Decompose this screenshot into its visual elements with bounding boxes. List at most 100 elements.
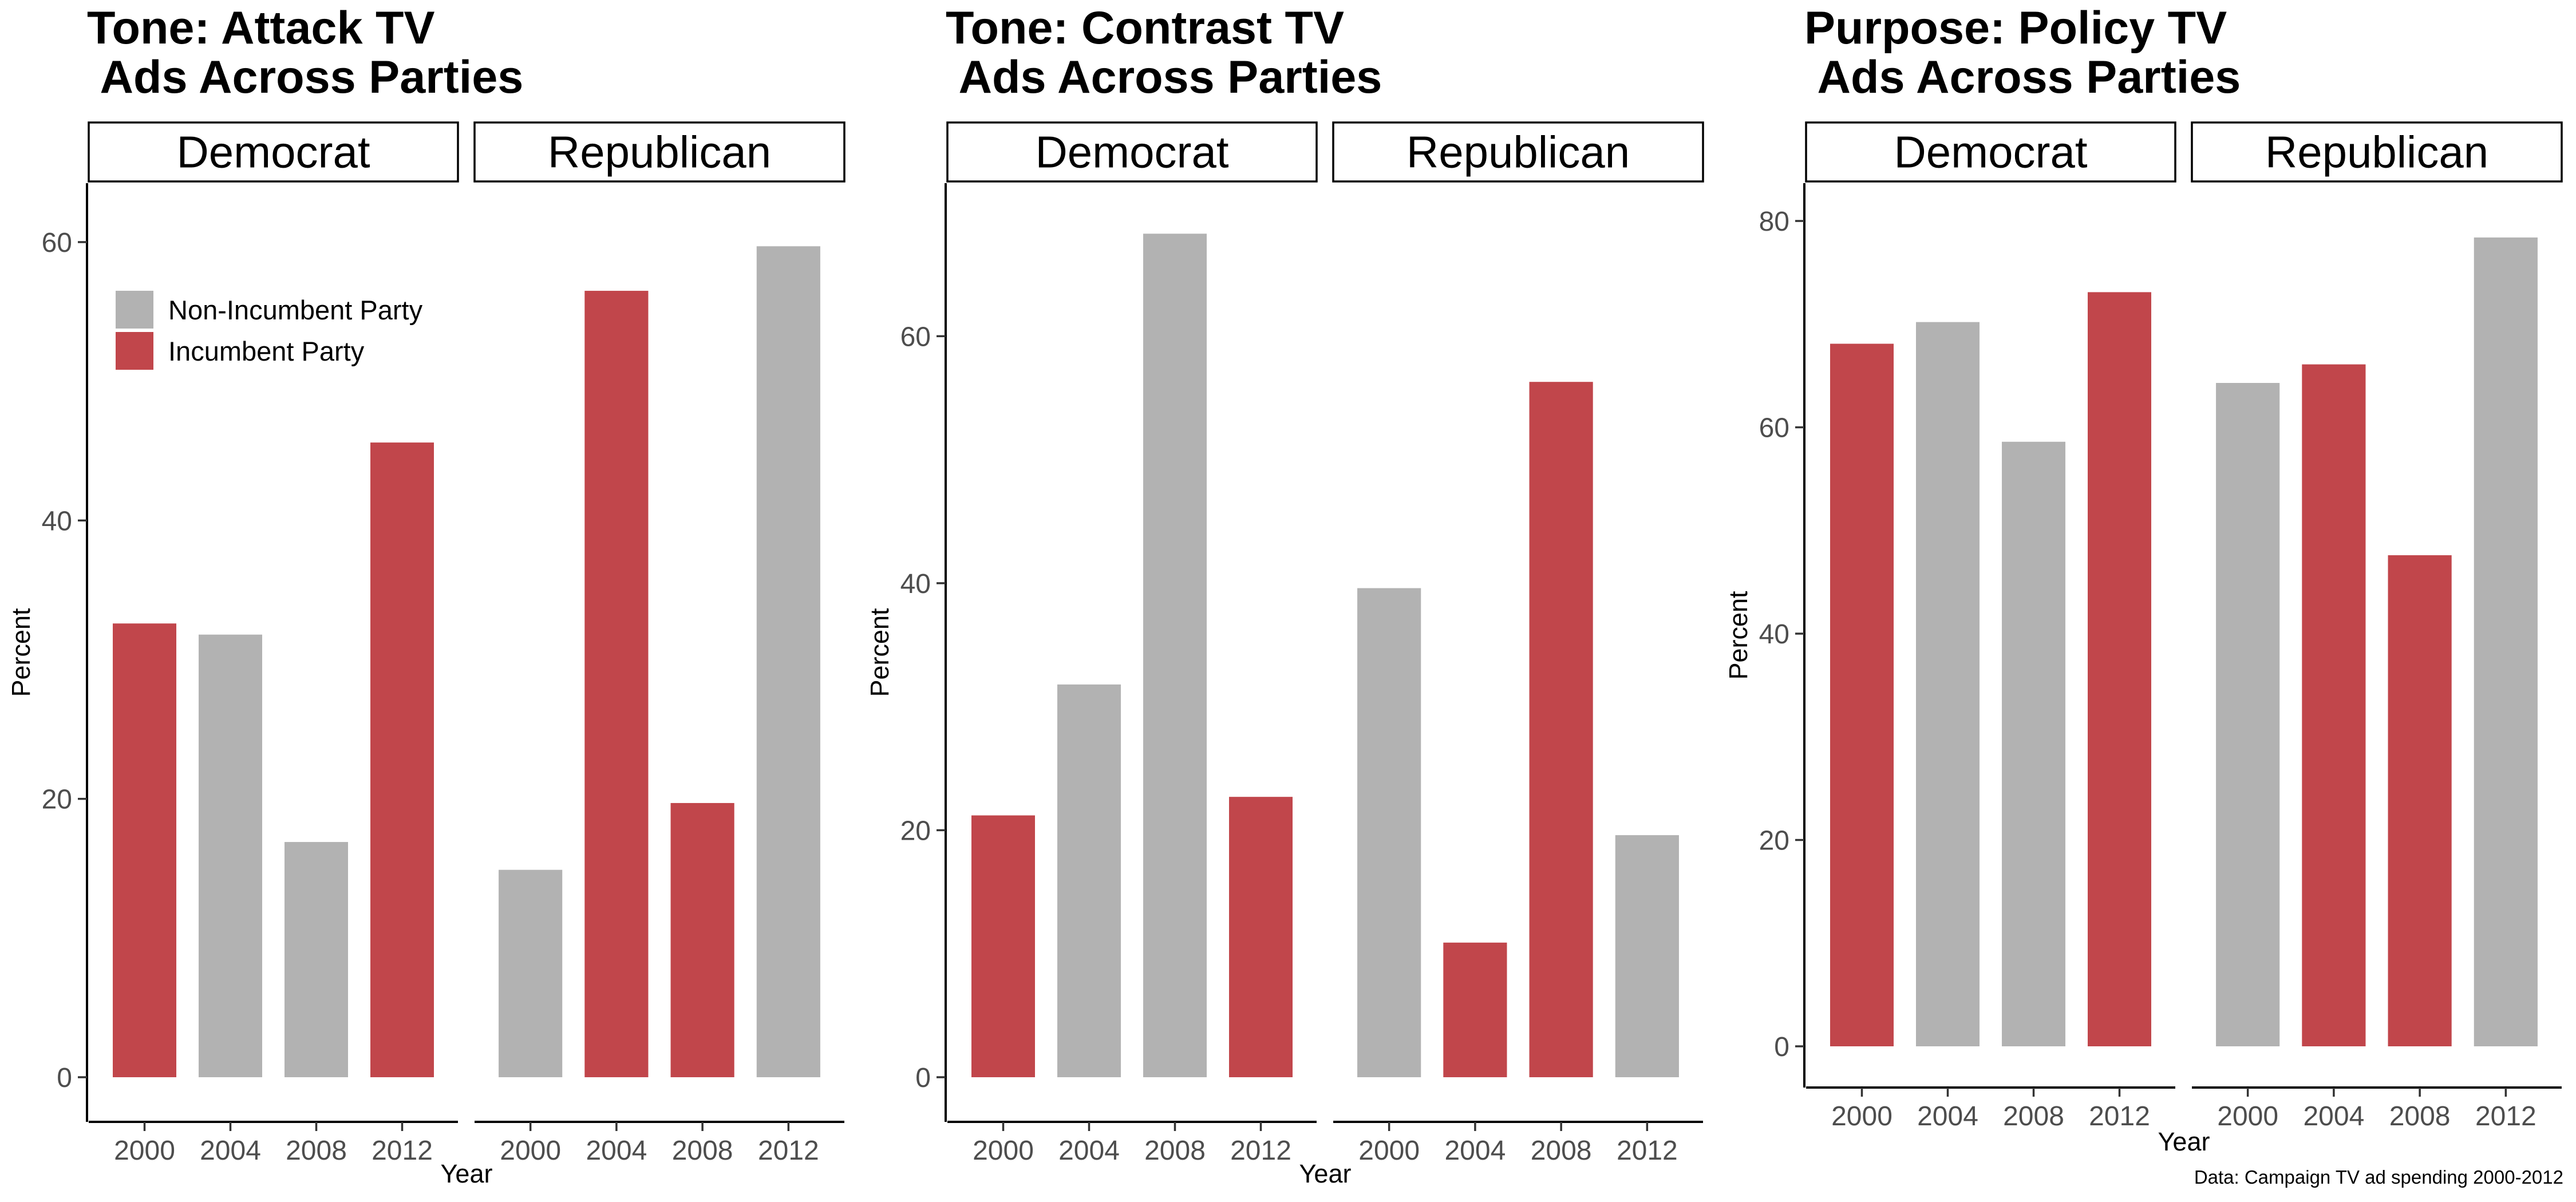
x-tick-label: 2008 — [672, 1136, 733, 1166]
facet-strip — [1805, 121, 2176, 183]
x-tick-label: 2000 — [1358, 1136, 1420, 1166]
facet-strip — [88, 121, 459, 183]
x-tick-label: 2000 — [973, 1136, 1034, 1166]
y-tick-label: 20 — [42, 785, 72, 815]
bar-republican-2004 — [2302, 364, 2366, 1046]
chart-title-line: Ads Across Parties — [946, 52, 1382, 103]
legend-label: Non-Incumbent Party — [168, 295, 423, 325]
y-tick-label: 40 — [42, 506, 72, 536]
facet-strip-label: Republican — [548, 127, 771, 177]
x-tick-label: 2012 — [372, 1136, 433, 1166]
chart-panel-3: Purpose: Policy TV Ads Across Parties 0 20… — [1724, 2, 2563, 1156]
x-tick-label: 2000 — [2217, 1101, 2278, 1132]
x-tick-label: 2012 — [1230, 1136, 1291, 1166]
bar-republican-2000 — [2216, 383, 2280, 1046]
x-tick-label: 2012 — [2475, 1101, 2537, 1132]
x-tick-label: 2012 — [758, 1136, 819, 1166]
bar-democrat-2008 — [1143, 234, 1207, 1077]
facet-strip — [2191, 121, 2563, 183]
x-tick-label: 2008 — [286, 1136, 347, 1166]
facet-strip-label: Democrat — [1894, 127, 2087, 177]
facet-strip-label: Republican — [1406, 127, 1630, 177]
x-tick-label: 2008 — [1531, 1136, 1592, 1166]
x-axis-title: Year — [2158, 1127, 2210, 1156]
y-axis-title: Percent — [1724, 591, 1753, 680]
legend: Non-Incumbent Party Incumbent Party — [116, 291, 423, 370]
x-tick-label: 2000 — [500, 1136, 561, 1166]
x-tick-label: 2004 — [1917, 1101, 1978, 1132]
chart-title-line: Tone: Contrast TV — [946, 2, 1344, 54]
legend-swatch — [116, 291, 153, 329]
x-tick-label: 2004 — [2303, 1101, 2364, 1132]
x-tick-label: 2000 — [114, 1136, 175, 1166]
legend-swatch — [116, 332, 153, 370]
y-tick-label: 0 — [1774, 1032, 1789, 1062]
x-tick-label: 2012 — [2089, 1101, 2150, 1132]
y-tick-label: 40 — [1759, 619, 1789, 650]
bar-democrat-2012 — [1229, 797, 1293, 1077]
bar-republican-2012 — [2474, 237, 2538, 1046]
facet-democrat: Democrat 2000 2004 2008 2012 — [946, 121, 1318, 1166]
y-axis-title: Percent — [865, 608, 894, 697]
facet-democrat: Democrat 2000 2004 2008 2012 — [88, 121, 459, 1166]
x-axis-title: Year — [441, 1159, 493, 1188]
chart-title: Tone: Contrast TV Ads Across Parties — [946, 2, 1382, 103]
x-tick-label: 2004 — [200, 1136, 261, 1166]
bar-republican-2000 — [1357, 588, 1421, 1077]
facet-strip-label: Democrat — [176, 127, 370, 177]
facet-republican: Republican 2000 2004 2008 2012 — [473, 121, 846, 1166]
facet-democrat: Democrat 2000 2004 2008 2012 — [1805, 121, 2176, 1132]
y-axis-title: Percent — [6, 608, 35, 697]
y-tick-label: 20 — [900, 816, 931, 846]
chart-title: Purpose: Policy TV Ads Across Parties — [1804, 2, 2241, 103]
y-tick-label: 20 — [1759, 826, 1789, 856]
x-tick-label: 2004 — [1444, 1136, 1506, 1166]
bar-democrat-2008 — [2002, 441, 2065, 1046]
bar-republican-2004 — [1443, 942, 1507, 1077]
x-tick-label: 2004 — [586, 1136, 647, 1166]
bar-democrat-2004 — [1916, 322, 1980, 1047]
facet-strip-label: Republican — [2265, 127, 2488, 177]
data-caption: Data: Campaign TV ad spending 2000-2012 — [2194, 1167, 2563, 1188]
facet-strip — [946, 121, 1318, 183]
chart-title: Tone: Attack TV Ads Across Parties — [87, 2, 523, 103]
chart-title-line: Ads Across Parties — [87, 52, 523, 103]
chart-title-line: Purpose: Policy TV — [1804, 2, 2227, 54]
x-tick-label: 2008 — [1144, 1136, 1206, 1166]
facet-strip — [1332, 121, 1704, 183]
bar-democrat-2004 — [1057, 684, 1121, 1077]
facet-republican: Republican 2000 2004 2008 2012 — [1332, 121, 1704, 1166]
bar-republican-2008 — [670, 802, 734, 1077]
facet-republican: Republican 2000 2004 2008 2012 — [2191, 121, 2563, 1132]
bar-democrat-2000 — [1830, 343, 1894, 1046]
bar-democrat-2012 — [370, 442, 434, 1077]
bar-democrat-2000 — [113, 623, 176, 1077]
y-tick-label: 0 — [915, 1063, 931, 1093]
chart-title-line: Ads Across Parties — [1804, 52, 2241, 103]
bar-democrat-2008 — [285, 842, 348, 1077]
facet-strip — [473, 121, 846, 183]
bar-democrat-2004 — [199, 634, 262, 1077]
y-tick-label: 0 — [57, 1063, 72, 1093]
y-tick-label: 80 — [1759, 207, 1789, 237]
chart-panel-2: Tone: Contrast TV Ads Across Parties 0 20 4… — [865, 2, 1704, 1188]
y-tick-label: 40 — [900, 569, 931, 599]
x-tick-label: 2004 — [1058, 1136, 1120, 1166]
y-tick-label: 60 — [900, 322, 931, 352]
bar-republican-2000 — [499, 869, 563, 1077]
bar-republican-2004 — [584, 291, 649, 1078]
bar-republican-2012 — [1615, 835, 1679, 1077]
bar-democrat-2012 — [2088, 292, 2151, 1046]
legend-label: Incumbent Party — [168, 336, 365, 366]
x-tick-label: 2008 — [2003, 1101, 2064, 1132]
bar-republican-2012 — [756, 246, 820, 1078]
facet-strip-label: Democrat — [1035, 127, 1228, 177]
x-axis-title: Year — [1299, 1159, 1352, 1188]
bar-republican-2008 — [1529, 382, 1593, 1077]
chart-panel-1: Tone: Attack TV Ads Across Parties 0 20 40 6… — [6, 2, 846, 1188]
x-tick-label: 2008 — [2389, 1101, 2451, 1132]
bar-democrat-2000 — [971, 815, 1035, 1077]
bar-republican-2008 — [2388, 555, 2452, 1046]
y-tick-label: 60 — [1759, 413, 1789, 444]
